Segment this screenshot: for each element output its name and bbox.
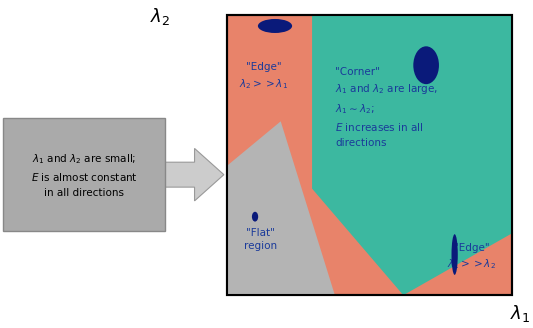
FancyBboxPatch shape (3, 118, 165, 231)
Bar (227, 15, 512, 295)
Ellipse shape (413, 46, 439, 84)
Text: $\lambda_2$: $\lambda_2$ (150, 6, 170, 27)
Ellipse shape (258, 19, 292, 33)
Text: $\lambda_1$ and $\lambda_2$ are small;
$E$ is almost constant
in all directions: $\lambda_1$ and $\lambda_2$ are small; $… (30, 152, 138, 197)
Polygon shape (227, 121, 335, 295)
Text: "Flat"
region: "Flat" region (244, 228, 277, 251)
Text: "Edge"
$\lambda_2 >> \lambda_1$: "Edge" $\lambda_2 >> \lambda_1$ (239, 62, 288, 91)
Text: "Corner"
$\lambda_1$ and $\lambda_2$ are large,
$\lambda_1 \sim \lambda_2$;
$E$ : "Corner" $\lambda_1$ and $\lambda_2$ are… (335, 67, 438, 148)
Ellipse shape (252, 212, 258, 222)
Polygon shape (312, 15, 512, 295)
Text: $\lambda_1$: $\lambda_1$ (510, 303, 530, 324)
Polygon shape (163, 148, 224, 201)
Text: "Edge"
$\lambda_1 >> \lambda_2$: "Edge" $\lambda_1 >> \lambda_2$ (447, 243, 496, 271)
Ellipse shape (451, 234, 458, 275)
Bar (227, 15, 512, 295)
